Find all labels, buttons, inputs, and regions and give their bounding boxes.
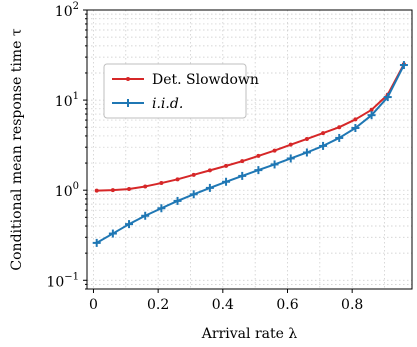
data-point: [288, 142, 293, 147]
data-point: [110, 188, 115, 193]
legend-label: i.i.d.: [152, 96, 183, 112]
data-point: [337, 125, 342, 130]
data-point: [207, 168, 212, 173]
series-0: [94, 62, 406, 193]
legend-item: Det. Slowdown: [112, 72, 259, 88]
data-point: [304, 136, 309, 141]
data-point: [143, 184, 148, 189]
data-point: [272, 148, 277, 153]
data-point: [159, 181, 164, 186]
data-point: [173, 196, 182, 205]
data-point: [189, 190, 198, 199]
data-point: [367, 111, 376, 120]
y-tick-label: 102: [55, 1, 79, 20]
legend: Det. Slowdown i.i.d.: [103, 63, 259, 119]
x-tick-label: 0.2: [147, 297, 169, 313]
data-point: [351, 123, 360, 132]
data-point: [222, 177, 231, 186]
data-point: [94, 188, 99, 193]
data-point: [399, 61, 408, 70]
data-point: [256, 153, 261, 158]
data-point: [125, 220, 134, 229]
data-point: [108, 229, 117, 238]
data-point: [157, 204, 166, 213]
data-point: [127, 187, 132, 192]
plot-series: [92, 61, 408, 247]
data-point: [369, 107, 374, 112]
data-point: [224, 163, 229, 168]
data-point: [302, 148, 311, 157]
y-tick-label: 100: [55, 181, 79, 200]
data-point: [254, 166, 263, 175]
series-1: [92, 61, 408, 247]
legend-label: Det. Slowdown: [152, 72, 259, 88]
x-tick-label: 0.8: [341, 297, 363, 313]
data-point: [175, 177, 180, 182]
y-tick-label: 10−1: [46, 271, 79, 290]
data-point: [141, 211, 150, 220]
data-point: [240, 159, 245, 164]
data-point: [238, 171, 247, 180]
legend-item: i.i.d.: [112, 96, 183, 112]
y-axis-label: Conditional mean response time τ: [9, 28, 25, 270]
data-point: [319, 141, 328, 150]
y-tick-label: 101: [55, 91, 79, 110]
series-line: [96, 64, 405, 244]
x-tick-label: 0.6: [276, 297, 298, 313]
series-line: [96, 63, 405, 192]
data-point: [92, 238, 101, 247]
x-tick-label: 0: [89, 297, 98, 313]
data-point: [191, 172, 196, 177]
data-point: [353, 117, 358, 122]
data-point: [321, 131, 326, 136]
x-axis-label: Arrival rate λ: [201, 326, 298, 342]
legend-marker: [126, 77, 130, 81]
plot-frame: [86, 9, 413, 290]
data-point: [270, 160, 279, 169]
data-point: [335, 133, 344, 142]
data-point: [205, 183, 214, 192]
legend-box: [103, 63, 247, 119]
x-tick-label: 0.4: [212, 297, 234, 313]
grid: [87, 9, 412, 290]
axis-ticks: 0 0.2 0.4 0.6 0.8 10−1 100 101 102: [46, 1, 363, 313]
data-point: [383, 93, 392, 102]
data-point: [286, 154, 295, 163]
